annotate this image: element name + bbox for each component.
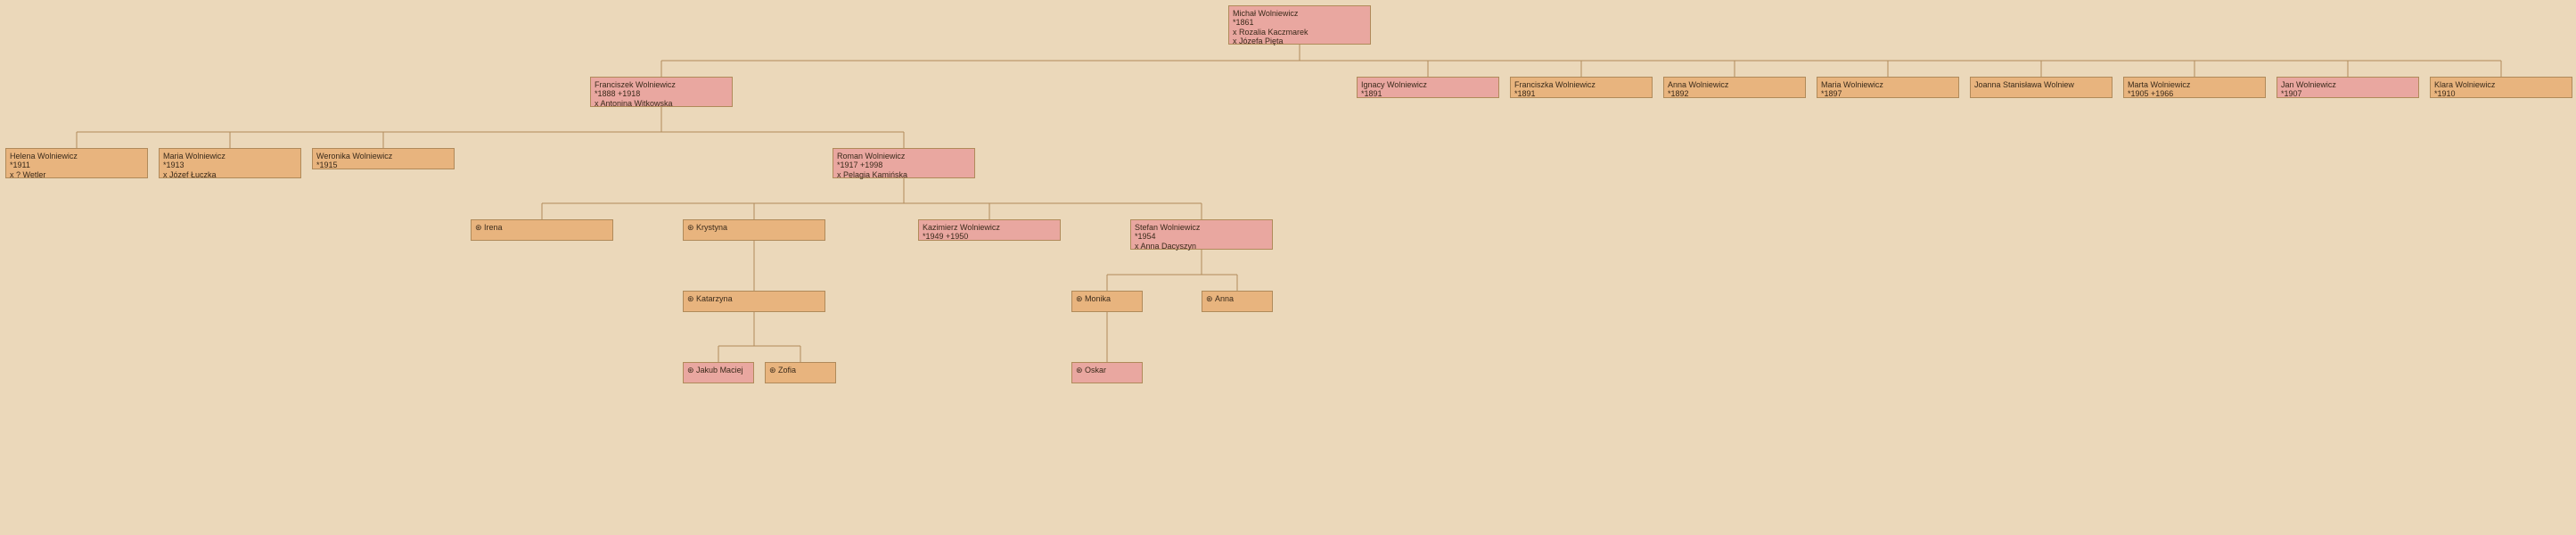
living-icon: ⊛ xyxy=(769,366,778,374)
person-name: Jan Wolniewicz xyxy=(2281,80,2415,89)
person-name: Franciszek Wolniewicz xyxy=(595,80,728,89)
person-name: Joanna Stanisława Wolniew xyxy=(1974,80,2108,89)
person-franciszka[interactable]: Franciszka Wolniewicz*1891 xyxy=(1510,77,1653,98)
person-name: Roman Wolniewicz xyxy=(837,152,971,160)
person-marta[interactable]: Marta Wolniewicz*1905 +1966 xyxy=(2123,77,2266,98)
person-monika[interactable]: ⊛ Monika xyxy=(1071,291,1143,312)
person-name: Michał Wolniewicz xyxy=(1233,9,1366,18)
living-icon: ⊛ xyxy=(1076,366,1085,374)
person-dates: *1888 +1918 xyxy=(595,89,728,98)
person-dates: *1954 xyxy=(1135,232,1268,241)
person-name: Ignacy Wolniewicz xyxy=(1361,80,1495,89)
person-jan[interactable]: Jan Wolniewicz*1907 xyxy=(2277,77,2419,98)
person-dates: *1905 +1966 xyxy=(2128,89,2261,98)
person-name: ⊛ Oskar xyxy=(1076,366,1138,374)
person-dates: *1907 xyxy=(2281,89,2415,98)
person-name: Franciszka Wolniewicz xyxy=(1514,80,1648,89)
person-name: Anna Wolniewicz xyxy=(1668,80,1801,89)
living-icon: ⊛ xyxy=(687,366,696,374)
person-jakub[interactable]: ⊛ Jakub Maciej xyxy=(683,362,754,383)
person-spouse: x ? Wetler xyxy=(10,170,144,179)
person-name: ⊛ Monika xyxy=(1076,294,1138,303)
person-name: Weronika Wolniewicz xyxy=(316,152,450,160)
person-franciszek[interactable]: Franciszek Wolniewicz*1888 +1918x Antoni… xyxy=(590,77,733,107)
living-icon: ⊛ xyxy=(1206,294,1215,303)
person-name: ⊛ Anna xyxy=(1206,294,1268,303)
person-katarzyna[interactable]: ⊛ Katarzyna xyxy=(683,291,825,312)
person-spouse: x Pelagia Kamińska xyxy=(837,170,971,179)
person-name: Klara Wolniewicz xyxy=(2434,80,2568,89)
person-zofia[interactable]: ⊛ Zofia xyxy=(765,362,836,383)
person-irena[interactable]: ⊛ Irena xyxy=(471,219,613,241)
person-maria2[interactable]: Maria Wolniewicz*1897 xyxy=(1817,77,1959,98)
person-dates: *1861 xyxy=(1233,18,1366,27)
person-dates: *1949 +1950 xyxy=(923,232,1056,241)
person-anna5[interactable]: ⊛ Anna xyxy=(1202,291,1273,312)
person-joanna[interactable]: Joanna Stanisława Wolniew xyxy=(1970,77,2112,98)
living-icon: ⊛ xyxy=(1076,294,1085,303)
person-spouse: x Józef Łuczka xyxy=(163,170,297,179)
person-maria3[interactable]: Maria Wolniewicz*1913x Józef Łuczka xyxy=(159,148,301,178)
living-icon: ⊛ xyxy=(475,223,484,232)
person-klara[interactable]: Klara Wolniewicz*1910 xyxy=(2430,77,2572,98)
person-dates: *1897 xyxy=(1821,89,1955,98)
person-dates: *1917 +1998 xyxy=(837,160,971,169)
person-ignacy[interactable]: Ignacy Wolniewicz*1891 xyxy=(1357,77,1499,98)
person-dates: *1915 xyxy=(316,160,450,169)
person-name: Helena Wolniewicz xyxy=(10,152,144,160)
person-name: Stefan Wolniewicz xyxy=(1135,223,1268,232)
living-icon: ⊛ xyxy=(687,223,696,232)
person-name: Kazimierz Wolniewicz xyxy=(923,223,1056,232)
person-dates: *1910 xyxy=(2434,89,2568,98)
person-name: ⊛ Zofia xyxy=(769,366,832,374)
person-krystyna[interactable]: ⊛ Krystyna xyxy=(683,219,825,241)
person-dates: *1911 xyxy=(10,160,144,169)
person-helena[interactable]: Helena Wolniewicz*1911x ? Wetler xyxy=(5,148,148,178)
person-name: ⊛ Krystyna xyxy=(687,223,821,232)
person-dates: *1913 xyxy=(163,160,297,169)
person-roman[interactable]: Roman Wolniewicz*1917 +1998x Pelagia Kam… xyxy=(833,148,975,178)
person-name: Maria Wolniewicz xyxy=(163,152,297,160)
person-name: ⊛ Irena xyxy=(475,223,609,232)
person-name: ⊛ Katarzyna xyxy=(687,294,821,303)
person-dates: *1891 xyxy=(1514,89,1648,98)
person-oskar[interactable]: ⊛ Oskar xyxy=(1071,362,1143,383)
person-name: ⊛ Jakub Maciej xyxy=(687,366,750,374)
person-michal[interactable]: Michał Wolniewicz*1861x Rozalia Kaczmare… xyxy=(1228,5,1371,45)
person-weronika[interactable]: Weronika Wolniewicz*1915 xyxy=(312,148,455,169)
person-name: Marta Wolniewicz xyxy=(2128,80,2261,89)
person-dates: *1891 xyxy=(1361,89,1495,98)
person-spouse: x Antonina Witkowska xyxy=(595,99,728,108)
person-spouse: x Anna Dacyszyn xyxy=(1135,242,1268,251)
person-kazimierz[interactable]: Kazimierz Wolniewicz*1949 +1950 xyxy=(918,219,1061,241)
person-spouse: x Rozalia Kaczmarek xyxy=(1233,28,1366,37)
person-dates: *1892 xyxy=(1668,89,1801,98)
living-icon: ⊛ xyxy=(687,294,696,303)
person-stefan[interactable]: Stefan Wolniewicz*1954x Anna Dacyszyn xyxy=(1130,219,1273,250)
person-name: Maria Wolniewicz xyxy=(1821,80,1955,89)
person-anna2[interactable]: Anna Wolniewicz*1892 xyxy=(1663,77,1806,98)
person-spouse: x Józefa Pięta xyxy=(1233,37,1366,45)
